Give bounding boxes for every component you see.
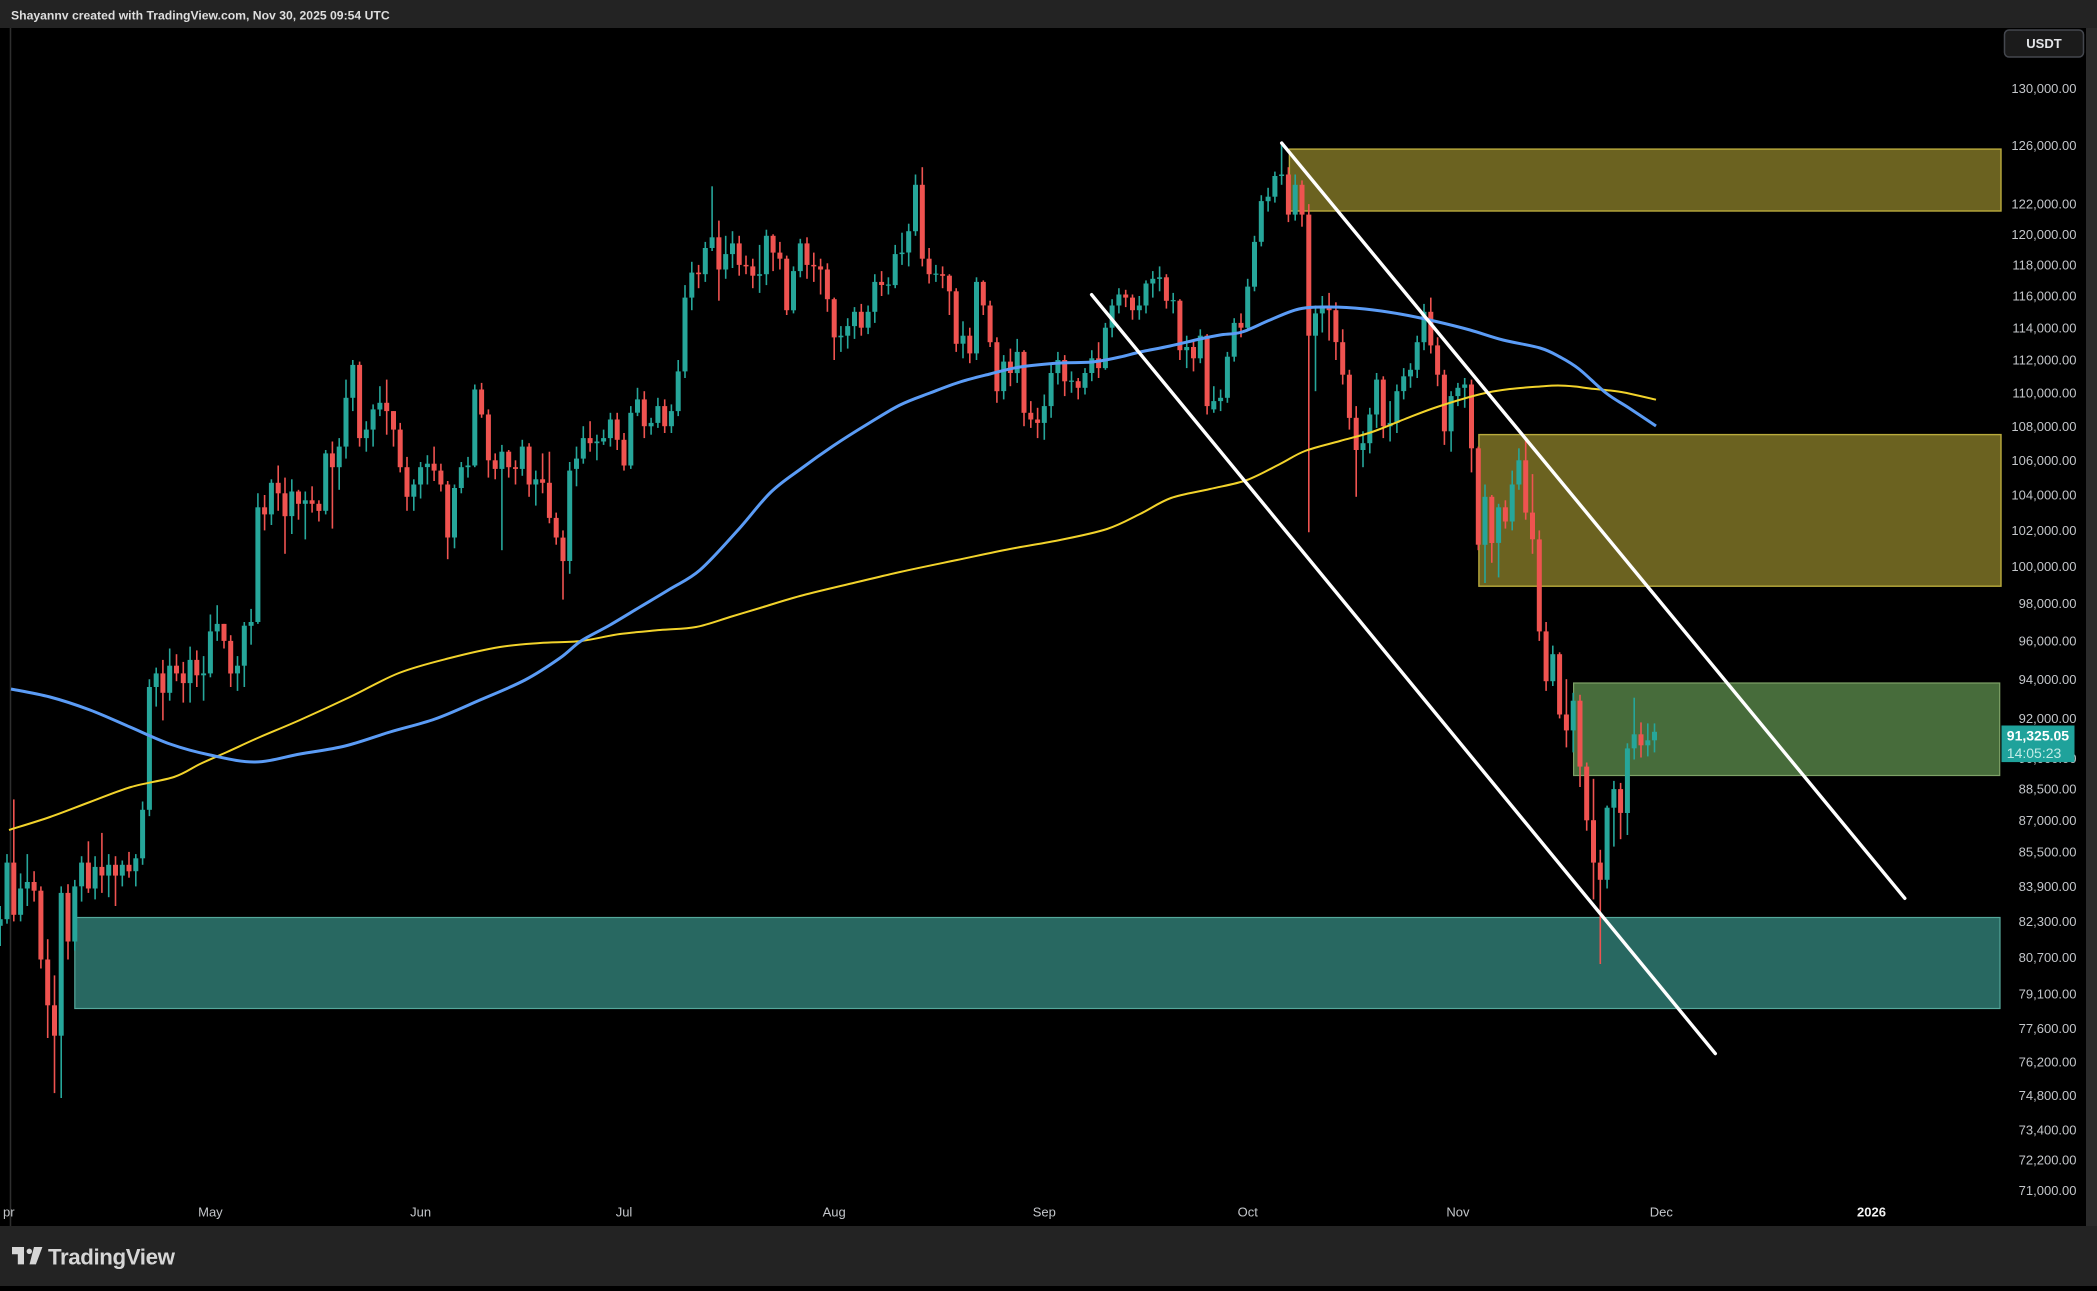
svg-text:116,000.00: 116,000.00 — [2012, 289, 2076, 304]
svg-text:73,400.00: 73,400.00 — [2019, 1123, 2077, 1138]
svg-text:14:05:23: 14:05:23 — [2007, 745, 2062, 761]
svg-text:pr: pr — [3, 1205, 15, 1220]
svg-text:96,000.00: 96,000.00 — [2019, 634, 2077, 649]
svg-text:118,000.00: 118,000.00 — [2012, 258, 2076, 273]
svg-text:91,325.05: 91,325.05 — [2007, 728, 2069, 744]
svg-text:74,800.00: 74,800.00 — [2019, 1088, 2077, 1103]
svg-text:130,000.00: 130,000.00 — [2011, 81, 2076, 96]
svg-text:92,000.00: 92,000.00 — [2019, 711, 2077, 726]
svg-text:82,300.00: 82,300.00 — [2019, 914, 2077, 929]
svg-text:120,000.00: 120,000.00 — [2011, 227, 2076, 242]
svg-text:Aug: Aug — [823, 1205, 846, 1220]
svg-text:Dec: Dec — [1650, 1205, 1674, 1220]
svg-text:77,600.00: 77,600.00 — [2019, 1021, 2077, 1036]
svg-text:87,000.00: 87,000.00 — [2019, 813, 2077, 828]
svg-text:76,200.00: 76,200.00 — [2019, 1054, 2077, 1069]
svg-text:Sep: Sep — [1033, 1205, 1056, 1220]
svg-text:72,200.00: 72,200.00 — [2019, 1153, 2077, 1168]
svg-text:79,100.00: 79,100.00 — [2019, 986, 2077, 1001]
svg-text:110,000.00: 110,000.00 — [2012, 385, 2076, 400]
svg-text:TradingView: TradingView — [48, 1245, 176, 1270]
svg-text:94,000.00: 94,000.00 — [2019, 672, 2077, 687]
svg-text:108,000.00: 108,000.00 — [2011, 419, 2076, 434]
svg-text:100,000.00: 100,000.00 — [2011, 559, 2076, 574]
svg-text:USDT: USDT — [2026, 36, 2061, 51]
svg-text:Jul: Jul — [616, 1205, 633, 1220]
svg-text:Oct: Oct — [1238, 1205, 1259, 1220]
svg-text:Nov: Nov — [1446, 1205, 1470, 1220]
svg-text:Jun: Jun — [410, 1205, 431, 1220]
svg-text:106,000.00: 106,000.00 — [2011, 453, 2076, 468]
svg-text:126,000.00: 126,000.00 — [2011, 138, 2076, 153]
svg-text:112,000.00: 112,000.00 — [2012, 353, 2076, 368]
svg-text:114,000.00: 114,000.00 — [2012, 320, 2076, 335]
svg-text:88,500.00: 88,500.00 — [2019, 782, 2077, 797]
svg-text:85,500.00: 85,500.00 — [2019, 845, 2077, 860]
svg-text:80,700.00: 80,700.00 — [2019, 950, 2077, 965]
svg-text:Shayannv created with TradingV: Shayannv created with TradingView.com, N… — [11, 9, 390, 23]
svg-text:122,000.00: 122,000.00 — [2011, 197, 2076, 212]
svg-text:83,900.00: 83,900.00 — [2019, 879, 2077, 894]
svg-text:104,000.00: 104,000.00 — [2011, 488, 2076, 503]
svg-text:2026: 2026 — [1857, 1205, 1886, 1220]
svg-text:102,000.00: 102,000.00 — [2011, 523, 2076, 538]
svg-text:98,000.00: 98,000.00 — [2019, 596, 2077, 611]
svg-text:May: May — [198, 1205, 223, 1220]
svg-text:71,000.00: 71,000.00 — [2019, 1183, 2077, 1198]
